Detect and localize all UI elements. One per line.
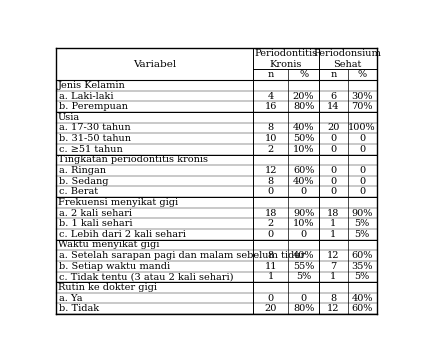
Text: 1: 1 (330, 272, 336, 281)
Text: 0: 0 (359, 166, 365, 175)
Text: 0: 0 (330, 145, 336, 154)
Text: a. 2 kali sehari: a. 2 kali sehari (59, 209, 132, 218)
Text: c. Lebih dari 2 kali sehari: c. Lebih dari 2 kali sehari (59, 230, 186, 239)
Text: 55%: 55% (293, 262, 314, 271)
Text: Waktu menyikat gigi: Waktu menyikat gigi (58, 240, 159, 250)
Text: 0: 0 (268, 187, 274, 196)
Text: 0: 0 (268, 230, 274, 239)
Text: b. Perempuan: b. Perempuan (59, 102, 128, 111)
Text: c. Tidak tentu (3 atau 2 kali sehari): c. Tidak tentu (3 atau 2 kali sehari) (59, 272, 234, 281)
Text: 0: 0 (359, 145, 365, 154)
Text: 20%: 20% (293, 91, 314, 100)
Text: a. Laki-laki: a. Laki-laki (59, 91, 114, 100)
Text: %: % (299, 70, 308, 79)
Text: n: n (330, 70, 336, 79)
Text: b. 1 kali sehari: b. 1 kali sehari (59, 219, 133, 228)
Text: 0: 0 (330, 134, 336, 143)
Text: 40%: 40% (293, 251, 314, 260)
Text: 2: 2 (268, 219, 274, 228)
Text: 90%: 90% (352, 209, 373, 218)
Text: 5%: 5% (354, 230, 370, 239)
Text: 70%: 70% (352, 102, 373, 111)
Text: 10%: 10% (293, 219, 314, 228)
Text: 8: 8 (268, 124, 274, 132)
Text: c. Berat: c. Berat (59, 187, 98, 196)
Text: %: % (357, 70, 367, 79)
Text: 0: 0 (330, 166, 336, 175)
Text: 0: 0 (330, 177, 336, 185)
Text: 60%: 60% (352, 304, 373, 313)
Text: 6: 6 (330, 91, 336, 100)
Text: Rutin ke dokter gigi: Rutin ke dokter gigi (58, 283, 157, 292)
Text: 11: 11 (265, 262, 277, 271)
Text: 60%: 60% (293, 166, 314, 175)
Text: a. Setelah sarapan pagi dan malam sebelum tidur: a. Setelah sarapan pagi dan malam sebelu… (59, 251, 306, 260)
Text: 50%: 50% (293, 134, 314, 143)
Text: 1: 1 (330, 230, 336, 239)
Text: 40%: 40% (293, 177, 314, 185)
Text: b. Sedang: b. Sedang (59, 177, 109, 185)
Text: 80%: 80% (293, 304, 314, 313)
Text: 90%: 90% (293, 209, 314, 218)
Text: 18: 18 (327, 209, 339, 218)
Text: 10: 10 (265, 134, 277, 143)
Text: Periodonsium
Sehat: Periodonsium Sehat (314, 49, 381, 69)
Text: 5%: 5% (296, 272, 311, 281)
Text: Variabel: Variabel (133, 60, 176, 69)
Text: n: n (268, 70, 274, 79)
Text: 60%: 60% (352, 251, 373, 260)
Text: 12: 12 (265, 166, 277, 175)
Text: 20: 20 (327, 124, 339, 132)
Text: a. Ringan: a. Ringan (59, 166, 106, 175)
Text: 0: 0 (359, 134, 365, 143)
Text: Tingkatan periodontitis kronis: Tingkatan periodontitis kronis (58, 155, 208, 164)
Text: 14: 14 (327, 102, 340, 111)
Text: 5%: 5% (354, 272, 370, 281)
Text: 16: 16 (265, 102, 277, 111)
Text: b. Tidak: b. Tidak (59, 304, 99, 313)
Text: 10%: 10% (293, 145, 314, 154)
Text: c. ≥51 tahun: c. ≥51 tahun (59, 145, 123, 154)
Text: a. Ya: a. Ya (59, 294, 83, 303)
Text: 40%: 40% (352, 294, 373, 303)
Text: 8: 8 (330, 294, 336, 303)
Text: 1: 1 (330, 219, 336, 228)
Text: 7: 7 (330, 262, 336, 271)
Text: 20: 20 (265, 304, 277, 313)
Text: 12: 12 (327, 251, 340, 260)
Text: 40%: 40% (293, 124, 314, 132)
Text: 12: 12 (327, 304, 340, 313)
Text: 0: 0 (300, 230, 307, 239)
Text: 0: 0 (359, 177, 365, 185)
Text: Periodontitis
Kronis: Periodontitis Kronis (254, 49, 317, 69)
Text: Jenis Kelamin: Jenis Kelamin (58, 81, 125, 90)
Text: 35%: 35% (352, 262, 373, 271)
Text: Usia: Usia (58, 113, 80, 122)
Text: 0: 0 (300, 294, 307, 303)
Text: 0: 0 (300, 187, 307, 196)
Text: 4: 4 (268, 91, 274, 100)
Text: 18: 18 (265, 209, 277, 218)
Text: 0: 0 (359, 187, 365, 196)
Text: 5%: 5% (354, 219, 370, 228)
Text: Frekuensi menyikat gigi: Frekuensi menyikat gigi (58, 198, 178, 207)
Text: b. 31-50 tahun: b. 31-50 tahun (59, 134, 131, 143)
Text: 30%: 30% (352, 91, 373, 100)
Text: 0: 0 (268, 294, 274, 303)
Text: 80%: 80% (293, 102, 314, 111)
Text: 1: 1 (268, 272, 274, 281)
Text: 100%: 100% (348, 124, 376, 132)
Text: 8: 8 (268, 177, 274, 185)
Text: a. 17-30 tahun: a. 17-30 tahun (59, 124, 131, 132)
Text: 0: 0 (330, 187, 336, 196)
Text: 2: 2 (268, 145, 274, 154)
Text: 8: 8 (268, 251, 274, 260)
Text: b. Setiap waktu mandi: b. Setiap waktu mandi (59, 262, 170, 271)
